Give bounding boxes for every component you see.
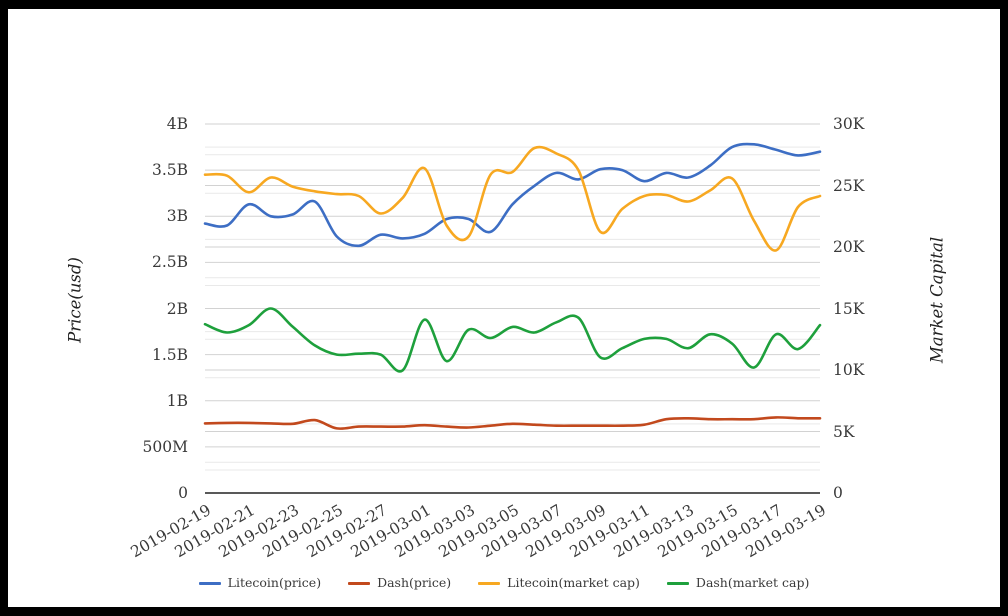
y-tick-label-left: 0 xyxy=(178,484,188,502)
chart-legend: Litecoin(price) Dash(price) Litecoin(marke… xyxy=(0,576,1008,590)
y-tick-label-left: 4B xyxy=(166,115,188,133)
legend-item-litecoin-market-cap-[interactable]: Litecoin(market cap) xyxy=(478,576,640,590)
legend-line-icon xyxy=(478,581,501,585)
y-tick-label-right: 25K xyxy=(833,176,865,195)
y-tick-label-right: 0 xyxy=(833,484,843,502)
legend-label: Dash(price) xyxy=(377,575,452,590)
right-axis-title: Market Capital xyxy=(927,236,947,364)
legend-line-icon xyxy=(348,581,371,585)
y-tick-label-left: 2B xyxy=(166,299,188,318)
legend-label: Litecoin(market cap) xyxy=(507,575,640,590)
legend-line-icon xyxy=(198,581,221,585)
y-tick-label-left: 1B xyxy=(166,391,188,410)
legend-label: Litecoin(price) xyxy=(227,575,322,590)
y-tick-label-left: 500M xyxy=(142,437,188,456)
y-tick-label-right: 30K xyxy=(833,115,865,133)
y-tick-label-left: 3B xyxy=(166,207,188,226)
y-tick-label-right: 5K xyxy=(833,422,855,441)
y-tick-label-right: 10K xyxy=(833,361,865,379)
y-tick-label-left: 2.5B xyxy=(151,253,188,272)
legend-item-dash-price-[interactable]: Dash(price) xyxy=(348,576,451,590)
left-axis-title: Price(usd) xyxy=(65,257,85,343)
y-tick-label-right: 20K xyxy=(833,238,865,256)
series-line-dash-price- xyxy=(203,416,822,430)
y-tick-label-left: 3.5B xyxy=(151,161,188,180)
legend-item-litecoin-price-[interactable]: Litecoin(price) xyxy=(198,575,322,590)
series-line-dash-market-cap- xyxy=(203,307,822,373)
series-line-litecoin-price- xyxy=(203,142,822,248)
y-tick-label-right: 15K xyxy=(833,299,865,318)
series-line-litecoin-market-cap- xyxy=(203,145,822,252)
y-tick-label-left: 1.5B xyxy=(151,345,188,364)
legend-line-icon xyxy=(666,581,689,585)
legend-label: Dash(market cap) xyxy=(695,575,810,590)
legend-item-dash-market-cap-[interactable]: Dash(market cap) xyxy=(666,575,810,590)
